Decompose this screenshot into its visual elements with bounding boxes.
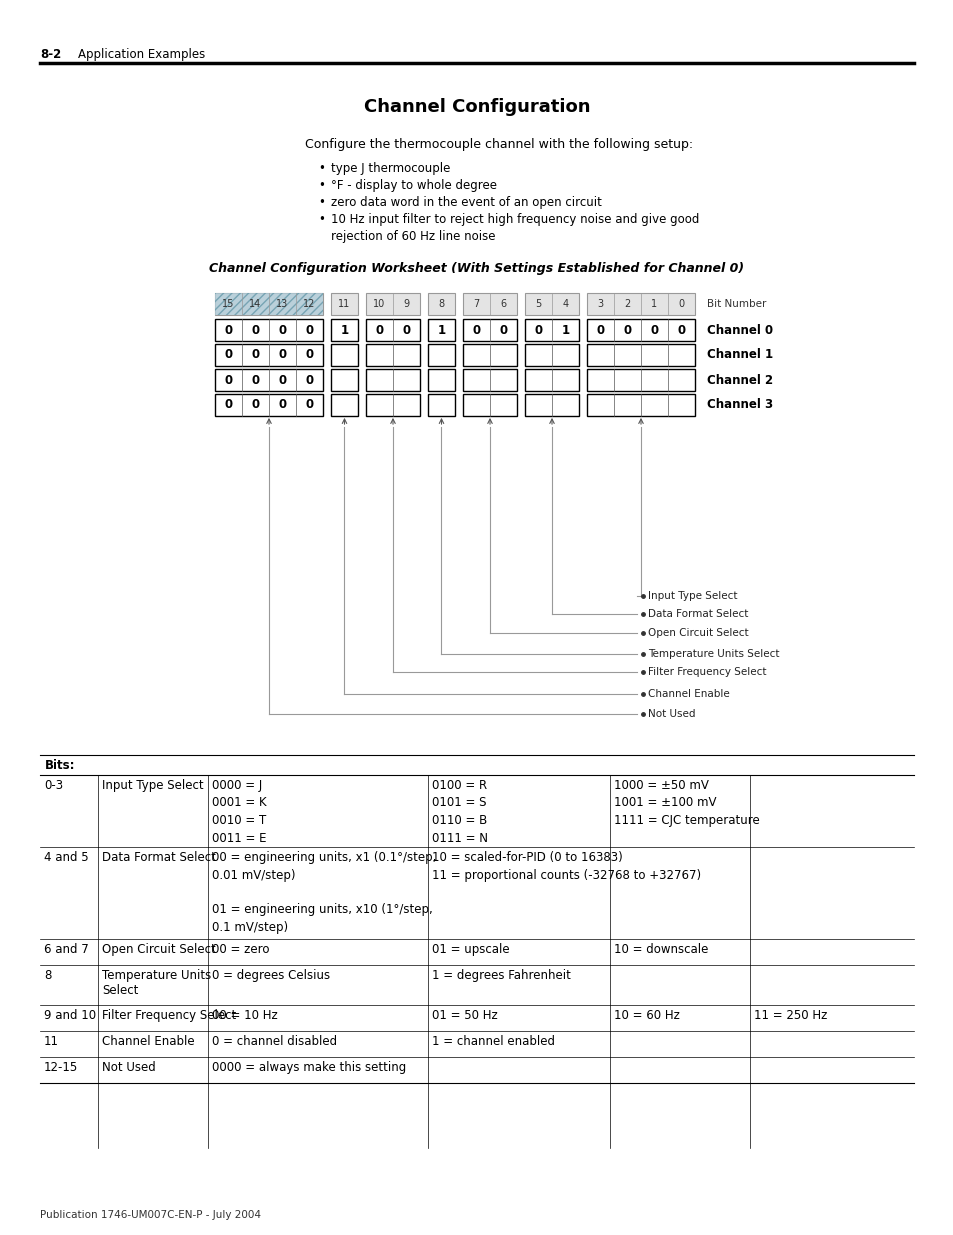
Text: 9 and 10: 9 and 10: [44, 1009, 96, 1023]
Bar: [524, 369, 578, 391]
Text: 0: 0: [402, 324, 410, 336]
Text: 0: 0: [534, 324, 542, 336]
Text: 0: 0: [224, 399, 233, 411]
Bar: [428, 394, 455, 416]
Text: 0: 0: [252, 399, 259, 411]
Text: Open Circuit Select: Open Circuit Select: [647, 629, 748, 638]
Bar: [331, 345, 357, 366]
Bar: [366, 293, 419, 315]
Text: 6: 6: [500, 299, 506, 309]
Text: 12: 12: [303, 299, 315, 309]
Text: 0: 0: [305, 348, 314, 362]
Text: 15: 15: [222, 299, 234, 309]
Text: 0: 0: [278, 373, 286, 387]
Text: Application Examples: Application Examples: [78, 48, 205, 61]
Text: 0: 0: [305, 324, 314, 336]
Bar: [462, 293, 517, 315]
Text: 0: 0: [252, 373, 259, 387]
Bar: [462, 394, 517, 416]
Text: Bits:: Bits:: [45, 760, 75, 772]
Text: Not Used: Not Used: [102, 1061, 155, 1074]
Text: Channel Configuration: Channel Configuration: [363, 98, 590, 116]
Bar: [214, 369, 323, 391]
Text: Channel 3: Channel 3: [706, 399, 772, 411]
Text: 0: 0: [224, 324, 233, 336]
Text: 10 = scaled-for-PID (0 to 16383)
11 = proportional counts (-32768 to +32767): 10 = scaled-for-PID (0 to 16383) 11 = pr…: [432, 851, 700, 882]
Text: 0: 0: [622, 324, 631, 336]
Text: 01 = 50 Hz: 01 = 50 Hz: [432, 1009, 497, 1023]
Bar: [524, 319, 578, 341]
Text: 0: 0: [278, 348, 286, 362]
Text: Data Format Select: Data Format Select: [647, 609, 747, 619]
Bar: [428, 345, 455, 366]
Text: 00 = 10 Hz: 00 = 10 Hz: [212, 1009, 277, 1023]
Text: 01 = upscale: 01 = upscale: [432, 944, 509, 956]
Bar: [428, 369, 455, 391]
Text: 1: 1: [437, 324, 445, 336]
Text: °F - display to whole degree: °F - display to whole degree: [331, 179, 497, 191]
Text: 0: 0: [472, 324, 480, 336]
Bar: [586, 394, 695, 416]
Text: Channel 0: Channel 0: [706, 324, 772, 336]
Text: Filter Frequency Select: Filter Frequency Select: [102, 1009, 236, 1023]
Bar: [366, 319, 419, 341]
Text: •: •: [317, 212, 325, 226]
Text: 14: 14: [249, 299, 261, 309]
Bar: [524, 293, 578, 315]
Bar: [214, 345, 323, 366]
Bar: [586, 345, 695, 366]
Text: 0100 = R
0101 = S
0110 = B
0111 = N: 0100 = R 0101 = S 0110 = B 0111 = N: [432, 779, 488, 845]
Text: Temperature Units
Select: Temperature Units Select: [102, 969, 211, 997]
Text: Input Type Select: Input Type Select: [647, 592, 737, 601]
Text: Data Format Select: Data Format Select: [102, 851, 215, 864]
Text: 0: 0: [224, 348, 233, 362]
Text: 0000 = always make this setting: 0000 = always make this setting: [212, 1061, 406, 1074]
Bar: [462, 319, 517, 341]
Text: 00 = engineering units, x1 (0.1°/step,
0.01 mV/step)

01 = engineering units, x1: 00 = engineering units, x1 (0.1°/step, 0…: [212, 851, 436, 934]
Text: 8: 8: [438, 299, 444, 309]
Text: 1: 1: [561, 324, 569, 336]
Text: 0: 0: [305, 399, 314, 411]
Text: 2: 2: [623, 299, 630, 309]
Text: 4: 4: [562, 299, 568, 309]
Text: 12-15: 12-15: [44, 1061, 78, 1074]
Text: Channel Configuration Worksheet (With Settings Established for Channel 0): Channel Configuration Worksheet (With Se…: [210, 262, 743, 275]
Text: Input Type Select: Input Type Select: [102, 779, 203, 792]
Bar: [366, 394, 419, 416]
Bar: [428, 319, 455, 341]
Text: 00 = zero: 00 = zero: [212, 944, 269, 956]
Bar: [331, 369, 357, 391]
Text: •: •: [317, 162, 325, 175]
Text: 13: 13: [276, 299, 289, 309]
Bar: [214, 293, 323, 315]
Text: 0: 0: [678, 299, 684, 309]
Text: 0 = degrees Celsius: 0 = degrees Celsius: [212, 969, 330, 982]
Text: 11: 11: [338, 299, 351, 309]
Text: 0: 0: [278, 399, 286, 411]
Bar: [214, 319, 323, 341]
Bar: [214, 394, 323, 416]
Text: 8: 8: [44, 969, 51, 982]
Text: 0: 0: [278, 324, 286, 336]
Bar: [462, 369, 517, 391]
Bar: [428, 293, 455, 315]
Text: 9: 9: [403, 299, 409, 309]
Bar: [214, 293, 323, 315]
Text: 1000 = ±50 mV
1001 = ±100 mV
1111 = CJC temperature: 1000 = ±50 mV 1001 = ±100 mV 1111 = CJC …: [614, 779, 759, 827]
Text: Filter Frequency Select: Filter Frequency Select: [647, 667, 765, 677]
Bar: [524, 345, 578, 366]
Bar: [331, 293, 357, 315]
Bar: [331, 394, 357, 416]
Text: 0: 0: [305, 373, 314, 387]
Text: 11: 11: [44, 1035, 59, 1049]
Text: 0: 0: [252, 324, 259, 336]
Text: 0: 0: [650, 324, 658, 336]
Text: 1: 1: [340, 324, 348, 336]
Text: 1: 1: [651, 299, 657, 309]
Text: 0-3: 0-3: [44, 779, 63, 792]
Bar: [586, 293, 695, 315]
Text: 0: 0: [499, 324, 507, 336]
Text: 0: 0: [596, 324, 604, 336]
Text: 0: 0: [252, 348, 259, 362]
Text: •: •: [317, 196, 325, 209]
